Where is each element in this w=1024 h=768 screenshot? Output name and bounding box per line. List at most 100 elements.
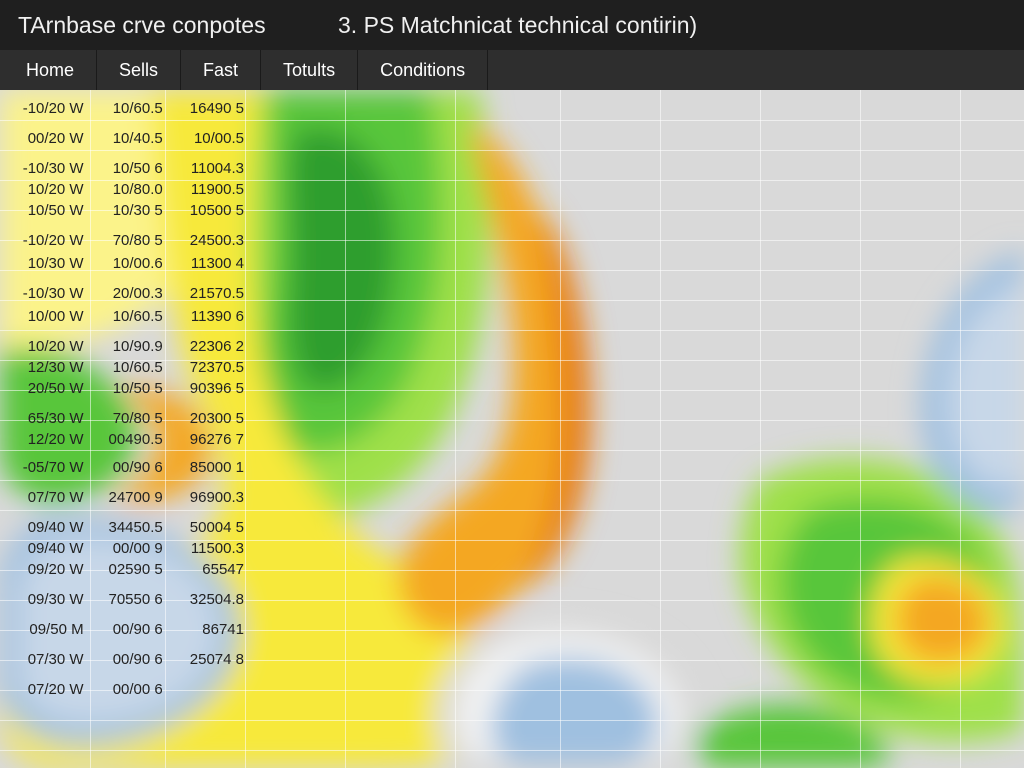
cell-c1: 09/40 W [0, 509, 90, 539]
cell-c2: 10/00.6 [90, 252, 169, 275]
cell-c1: 09/40 W [0, 539, 90, 558]
nav-bar: HomeSellsFastTotultsConditions [0, 50, 1024, 90]
cell-c2: 00/90 6 [90, 449, 169, 479]
cell-c3: 85000 1 [169, 449, 250, 479]
cell-c1: 09/30 W [0, 581, 90, 611]
cell-c1: -10/20 W [0, 222, 90, 252]
cell-c3: 24500.3 [169, 222, 250, 252]
table-row: -10/30 W20/00.321570.5 [0, 275, 250, 305]
cell-c3: 20300 5 [169, 400, 250, 430]
data-table: -10/20 W10/60.516490 500/20 W10/40.510/0… [0, 90, 250, 701]
cell-c3: 96900.3 [169, 479, 250, 509]
cell-c2: 24700 9 [90, 479, 169, 509]
cell-c3: 11900.5 [169, 180, 250, 199]
cell-c1: 09/50 M [0, 611, 90, 641]
cell-c2: 00/90 6 [90, 641, 169, 671]
table-row: 09/20 W02590 565547 [0, 558, 250, 581]
cell-c3: 65547 [169, 558, 250, 581]
table-row: 20/50 W10/50 590396 5 [0, 377, 250, 400]
cell-c3: 11300 4 [169, 252, 250, 275]
cell-c1: -10/20 W [0, 90, 90, 120]
cell-c2: 34450.5 [90, 509, 169, 539]
cell-c2: 20/00.3 [90, 275, 169, 305]
cell-c2: 10/60.5 [90, 358, 169, 377]
tab-fast[interactable]: Fast [181, 50, 261, 90]
cell-c1: 07/20 W [0, 671, 90, 701]
cell-c2: 00490.5 [90, 430, 169, 449]
cell-c1: 12/30 W [0, 358, 90, 377]
cell-c1: 10/20 W [0, 328, 90, 358]
cell-c2: 10/80.0 [90, 180, 169, 199]
table-row: -05/70 W00/90 685000 1 [0, 449, 250, 479]
cell-c1: 07/30 W [0, 641, 90, 671]
cell-c1: -05/70 W [0, 449, 90, 479]
tab-totults[interactable]: Totults [261, 50, 358, 90]
table-row: 07/70 W24700 996900.3 [0, 479, 250, 509]
cell-c3: 72370.5 [169, 358, 250, 377]
cell-c1: 10/20 W [0, 180, 90, 199]
cell-c3: 10/00.5 [169, 120, 250, 150]
cell-c2: 02590 5 [90, 558, 169, 581]
table-row: 07/20 W00/00 6 [0, 671, 250, 701]
table-row: 10/20 W10/90.922306 2 [0, 328, 250, 358]
cell-c3: 86741 [169, 611, 250, 641]
cell-c3: 96276 7 [169, 430, 250, 449]
cell-c3: 25074 8 [169, 641, 250, 671]
table-row: 09/40 W00/00 911500.3 [0, 539, 250, 558]
table-row: 09/50 M00/90 686741 [0, 611, 250, 641]
cell-c1: 10/50 W [0, 199, 90, 222]
table-row: -10/20 W70/80 524500.3 [0, 222, 250, 252]
table-row: -10/30 W10/50 611004.3 [0, 150, 250, 180]
cell-c3: 10500 5 [169, 199, 250, 222]
cell-c1: 07/70 W [0, 479, 90, 509]
table-row: 12/30 W10/60.572370.5 [0, 358, 250, 377]
cell-c3: 11500.3 [169, 539, 250, 558]
cell-c1: 10/30 W [0, 252, 90, 275]
table-row: 10/30 W10/00.611300 4 [0, 252, 250, 275]
cell-c2: 00/00 9 [90, 539, 169, 558]
table-row: 00/20 W10/40.510/00.5 [0, 120, 250, 150]
cell-c1: 10/00 W [0, 305, 90, 328]
title-right: 3. PS Matchnicat technical contirin) [338, 12, 697, 39]
title-left: TArnbase crve conpotes [18, 12, 338, 39]
cell-c2: 10/60.5 [90, 90, 169, 120]
cell-c2: 10/30 5 [90, 199, 169, 222]
cell-c2: 10/50 6 [90, 150, 169, 180]
table-row: 10/00 W10/60.511390 6 [0, 305, 250, 328]
tab-sells[interactable]: Sells [97, 50, 181, 90]
cell-c3: 11004.3 [169, 150, 250, 180]
cell-c2: 00/90 6 [90, 611, 169, 641]
cell-c2: 00/00 6 [90, 671, 169, 701]
cell-c1: 20/50 W [0, 377, 90, 400]
title-bar: TArnbase crve conpotes 3. PS Matchnicat … [0, 0, 1024, 50]
cell-c3: 50004 5 [169, 509, 250, 539]
cell-c3: 32504.8 [169, 581, 250, 611]
table-row: 12/20 W00490.596276 7 [0, 430, 250, 449]
table-row: 09/40 W34450.550004 5 [0, 509, 250, 539]
cell-c3: 16490 5 [169, 90, 250, 120]
cell-c2: 10/50 5 [90, 377, 169, 400]
cell-c1: 09/20 W [0, 558, 90, 581]
cell-c1: 65/30 W [0, 400, 90, 430]
tab-home[interactable]: Home [0, 50, 97, 90]
table-row: 65/30 W70/80 520300 5 [0, 400, 250, 430]
table-row: -10/20 W10/60.516490 5 [0, 90, 250, 120]
cell-c2: 10/60.5 [90, 305, 169, 328]
cell-c2: 10/90.9 [90, 328, 169, 358]
table-row: 10/20 W10/80.011900.5 [0, 180, 250, 199]
cell-c1: -10/30 W [0, 150, 90, 180]
cell-c1: 12/20 W [0, 430, 90, 449]
cell-c2: 70550 6 [90, 581, 169, 611]
cell-c1: -10/30 W [0, 275, 90, 305]
cell-c3: 90396 5 [169, 377, 250, 400]
table-row: 09/30 W70550 632504.8 [0, 581, 250, 611]
cell-c3 [169, 671, 250, 701]
cell-c1: 00/20 W [0, 120, 90, 150]
table-row: 07/30 W00/90 625074 8 [0, 641, 250, 671]
cell-c2: 70/80 5 [90, 400, 169, 430]
cell-c3: 22306 2 [169, 328, 250, 358]
cell-c3: 21570.5 [169, 275, 250, 305]
cell-c2: 70/80 5 [90, 222, 169, 252]
cell-c3: 11390 6 [169, 305, 250, 328]
tab-conditions[interactable]: Conditions [358, 50, 488, 90]
